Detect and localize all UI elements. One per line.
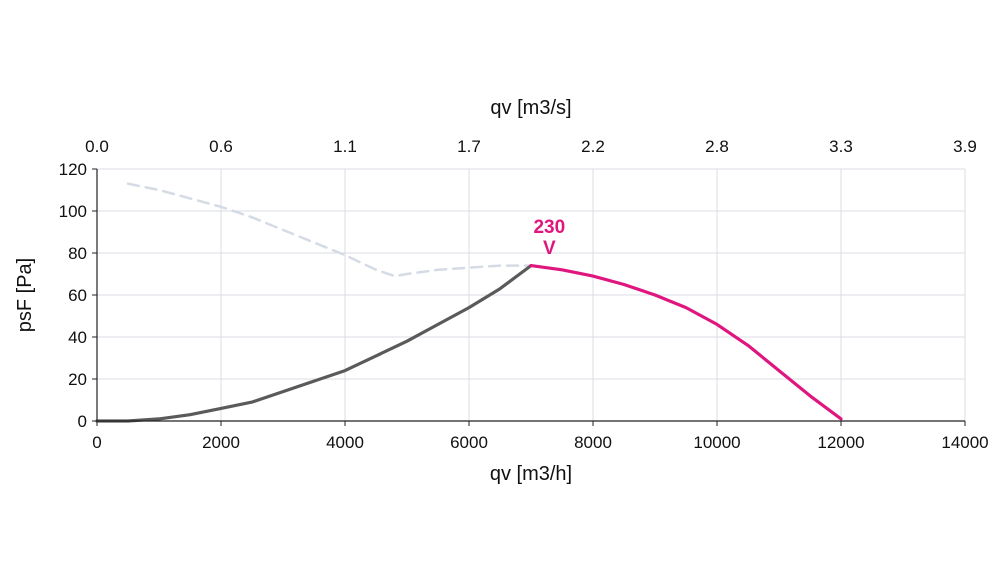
y-tick-label: 40	[68, 328, 87, 347]
x2-tick-label: 2.2	[581, 137, 605, 156]
x2-tick-label: 3.9	[953, 137, 977, 156]
x-tick-label: 8000	[574, 433, 612, 452]
x2-tick-label: 1.1	[333, 137, 357, 156]
x2-axis-title: qv [m3/s]	[490, 97, 571, 119]
y-axis-title: psF [Pa]	[14, 258, 36, 332]
x2-tick-label: 2.8	[705, 137, 729, 156]
x-tick-label: 10000	[693, 433, 740, 452]
grid	[96, 168, 966, 422]
series-line-2	[95, 264, 533, 423]
y-tick-label: 80	[68, 244, 87, 263]
x-tick-label: 4000	[326, 433, 364, 452]
x-tick-label: 14000	[941, 433, 988, 452]
x-tick-label: 2000	[202, 433, 240, 452]
voltage-annotation-unit: V	[543, 238, 556, 259]
x-tick-label: 6000	[450, 433, 488, 452]
axes: 0 2000 4000 6000 8000 10000 12000 14000 0.0 0.6 1.…	[59, 137, 989, 452]
x2-tick-label: 1.7	[457, 137, 481, 156]
y-tick-label: 100	[59, 202, 87, 221]
x2-tick-label: 0.0	[85, 137, 109, 156]
x-tick-label: 0	[92, 433, 101, 452]
series-line-3	[529, 264, 843, 421]
x2-tick-label: 0.6	[209, 137, 233, 156]
y-tick-label: 0	[78, 412, 87, 431]
y-tick-label: 20	[68, 370, 87, 389]
voltage-annotation-value: 230	[533, 217, 565, 238]
y-tick-label: 60	[68, 286, 87, 305]
series-group	[95, 182, 843, 423]
x-tick-label: 12000	[817, 433, 864, 452]
x2-tick-label: 3.3	[829, 137, 853, 156]
y-tick-label: 120	[59, 160, 87, 179]
x-axis-title: qv [m3/h]	[490, 463, 572, 485]
series-line-1	[126, 182, 533, 278]
